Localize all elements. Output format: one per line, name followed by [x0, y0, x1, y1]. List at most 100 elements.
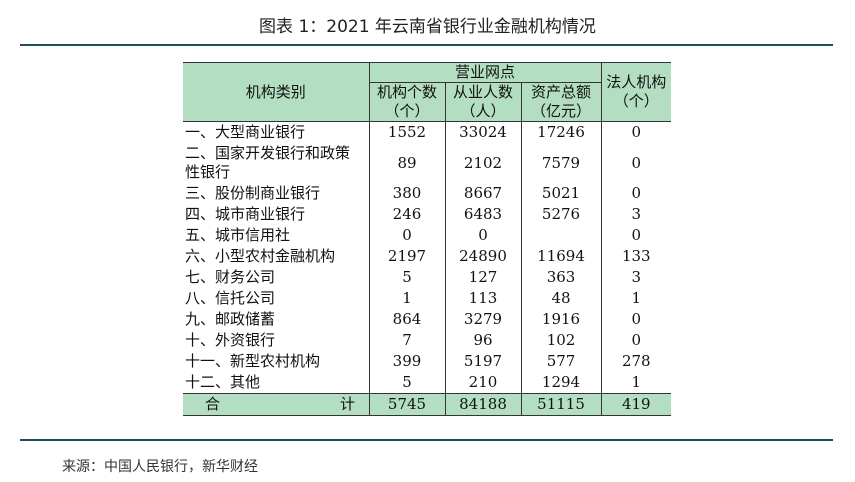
table-row: 六、小型农村金融机构 2197 24890 11694 133: [183, 246, 671, 267]
table-row: 十二、其他 5 210 1294 1: [183, 372, 671, 394]
table-row: 三、股份制商业银行 380 8667 5021 0: [183, 183, 671, 204]
header-assets-line1: 资产总额: [531, 83, 592, 101]
total-branches: 5745: [369, 393, 446, 416]
header-assets-line2: （亿元）: [531, 102, 592, 120]
banking-institutions-table: 机构类别 营业网点 法人机构 （个） 机构个数 （个） 从业人数 （人） 资产总…: [183, 62, 672, 416]
row-assets: [521, 225, 602, 246]
row-branches: 2197: [369, 246, 446, 267]
header-branch-line2: （个）: [384, 102, 430, 120]
header-employees-line2: （人）: [460, 102, 506, 120]
table-row: 五、城市信用社 0 0 0: [183, 225, 671, 246]
header-employees-line1: 从业人数: [452, 83, 513, 101]
row-legal: 0: [631, 153, 642, 172]
table-row: 十一、新型农村机构 399 5197 577 278: [183, 351, 671, 372]
row-branches: 380: [369, 183, 446, 204]
row-employees: 24890: [445, 246, 522, 267]
row-category: 八、信托公司: [183, 288, 370, 309]
row-category: 一、大型商业银行: [183, 121, 370, 143]
row-branches: 7: [369, 330, 446, 351]
header-outlets-group: 营业网点: [369, 62, 602, 83]
table-row: 二、国家开发银行和政策 性银行 89 2102 7579 0: [183, 143, 671, 183]
table-row: 七、财务公司 5 127 363 3: [183, 267, 671, 288]
row-assets: 102: [521, 330, 602, 351]
row-assets: 363: [521, 267, 602, 288]
row-employees: 2102: [445, 143, 522, 183]
row-legal: 3: [631, 205, 642, 223]
table-row: 九、邮政储蓄 864 3279 1916 0: [183, 309, 671, 330]
bottom-rule: [20, 439, 833, 441]
table-row: 四、城市商业银行 246 6483 5276 3: [183, 204, 671, 225]
row-assets: 48: [521, 288, 602, 309]
row-category: 七、财务公司: [183, 267, 370, 288]
table-row: 一、大型商业银行 1552 33024 17246 0: [183, 121, 671, 143]
total-employees: 84188: [445, 393, 522, 416]
row-employees: 33024: [445, 121, 522, 143]
row-legal: 133: [621, 247, 651, 265]
row-category: 六、小型农村金融机构: [183, 246, 370, 267]
row-branches: 0: [369, 225, 446, 246]
total-assets: 51115: [521, 393, 602, 416]
row-legal: 0: [631, 184, 642, 202]
row-assets: 11694: [521, 246, 602, 267]
header-legal-entities: 法人机构 （个）: [601, 62, 672, 122]
row-assets: 1294: [521, 372, 602, 394]
row-category: 二、国家开发银行和政策 性银行: [183, 143, 370, 183]
row-branches: 5: [369, 267, 446, 288]
figure-title: 图表 1：2021 年云南省银行业金融机构情况: [259, 17, 596, 37]
row-employees: 210: [445, 372, 522, 394]
header-legal-line2: （个）: [613, 92, 659, 110]
row-category: 三、股份制商业银行: [183, 183, 370, 204]
row-employees: 8667: [445, 183, 522, 204]
row-category: 十一、新型农村机构: [183, 351, 370, 372]
table-container: 机构类别 营业网点 法人机构 （个） 机构个数 （个） 从业人数 （人） 资产总…: [183, 62, 672, 416]
row-category: 十二、其他: [183, 372, 370, 394]
row-branches: 89: [369, 143, 446, 183]
row-assets: 5021: [521, 183, 602, 204]
row-branches: 5: [369, 372, 446, 394]
row-legal: 0: [631, 331, 642, 349]
row-employees: 3279: [445, 309, 522, 330]
row-legal: 0: [631, 123, 642, 141]
header-branch-count: 机构个数 （个）: [369, 82, 446, 122]
row-assets: 577: [521, 351, 602, 372]
table-row: 八、信托公司 1 113 48 1: [183, 288, 671, 309]
header-legal-line1: 法人机构: [606, 73, 667, 91]
total-label-left: 合: [205, 395, 221, 413]
row-assets: 1916: [521, 309, 602, 330]
header-branch-line1: 机构个数: [376, 83, 437, 101]
row-category-line2: 性银行: [185, 163, 231, 181]
row-employees: 127: [445, 267, 522, 288]
row-employees: 113: [445, 288, 522, 309]
header-employees: 从业人数 （人）: [445, 82, 522, 122]
header-total-assets: 资产总额 （亿元）: [521, 82, 602, 122]
row-branches: 1: [369, 288, 446, 309]
row-legal: 1: [631, 373, 642, 391]
row-employees: 96: [445, 330, 522, 351]
row-branches: 1552: [369, 121, 446, 143]
row-employees: 5197: [445, 351, 522, 372]
row-category: 九、邮政储蓄: [183, 309, 370, 330]
row-category-line1: 二、国家开发银行和政策: [185, 144, 351, 162]
row-employees: 0: [445, 225, 522, 246]
table-row: 十、外资银行 7 96 102 0: [183, 330, 671, 351]
row-branches: 246: [369, 204, 446, 225]
total-label-right: 计: [339, 395, 355, 413]
total-row: 合 计 5745 84188 51115 419: [183, 393, 672, 416]
row-legal: 0: [631, 226, 642, 244]
row-assets: 5276: [521, 204, 602, 225]
source-note: 来源：中国人民银行，新华财经: [62, 459, 258, 475]
total-legal: 419: [601, 393, 672, 416]
row-branches: 864: [369, 309, 446, 330]
row-employees: 6483: [445, 204, 522, 225]
row-category: 五、城市信用社: [183, 225, 370, 246]
row-legal: 278: [621, 352, 651, 370]
total-label: 合 计: [183, 393, 370, 416]
row-legal: 3: [631, 268, 642, 286]
row-assets: 7579: [521, 143, 602, 183]
row-assets: 17246: [521, 121, 602, 143]
row-legal: 1: [631, 289, 642, 307]
row-category: 四、城市商业银行: [183, 204, 370, 225]
row-branches: 399: [369, 351, 446, 372]
row-legal: 0: [631, 310, 642, 328]
header-category: 机构类别: [183, 62, 370, 122]
